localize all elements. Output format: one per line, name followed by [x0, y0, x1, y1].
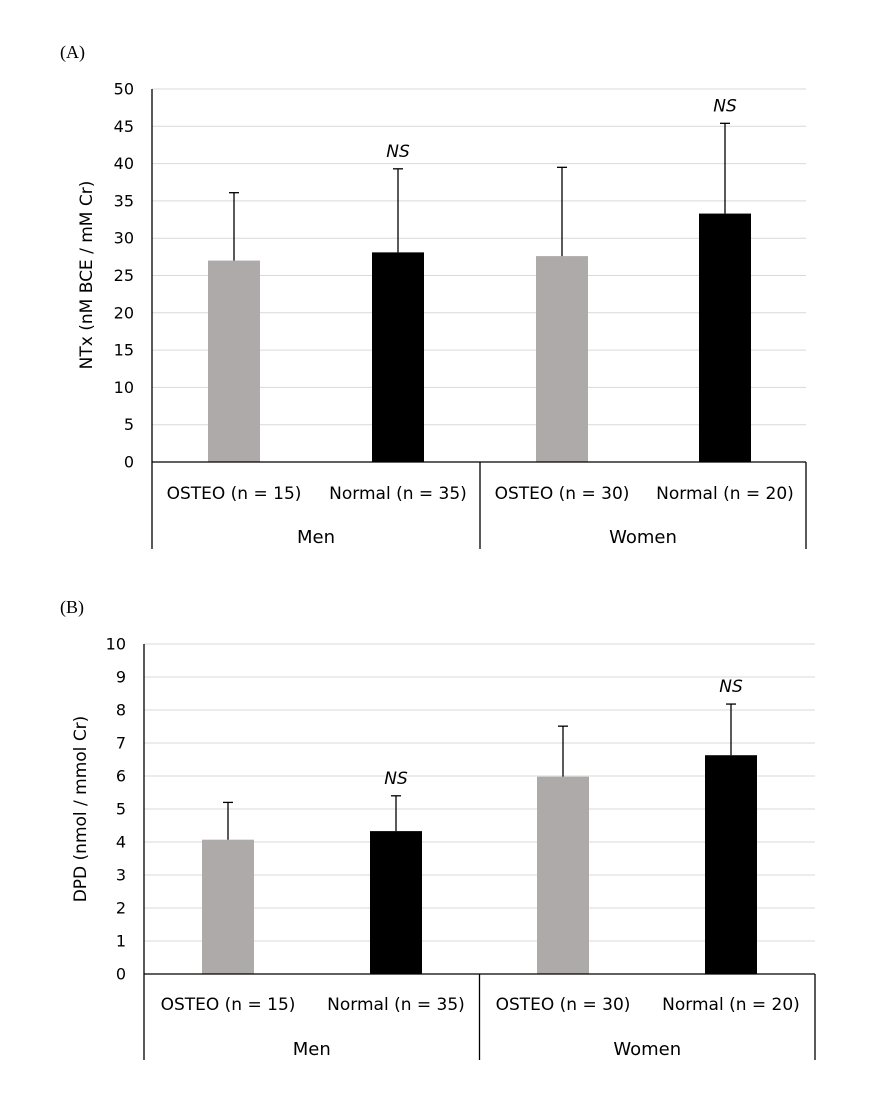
y-tick-label: 2 — [116, 899, 126, 918]
panel-label: (B) — [60, 597, 84, 618]
y-tick-label: 3 — [116, 866, 126, 885]
y-tick-label: 35 — [114, 191, 134, 210]
chart-panel-b: (B) 0 1 2 3 4 5 6 7 8 9 10 DPD (nmol / mmol Cr) OSTEO… — [60, 597, 816, 1060]
group-label: Men — [297, 527, 335, 548]
significance-label: NS — [719, 677, 743, 697]
x-category-label: OSTEO (n = 15) — [167, 484, 302, 504]
y-tick-label: 40 — [114, 154, 134, 173]
group-label: Women — [613, 1039, 681, 1060]
y-tick-label: 20 — [114, 303, 134, 322]
y-tick-label: 30 — [114, 229, 134, 248]
bar — [705, 755, 757, 974]
y-axis-label: NTx (nM BCE / mM Cr) — [77, 181, 97, 370]
bar — [372, 252, 424, 462]
significance-label: NS — [384, 769, 408, 789]
y-tick-label: 50 — [114, 80, 134, 99]
bar — [536, 256, 588, 462]
significance-label: NS — [386, 142, 410, 162]
bar — [699, 213, 751, 462]
group-label: Women — [609, 527, 677, 548]
x-category-label: OSTEO (n = 15) — [161, 995, 296, 1015]
x-category-label: Normal (n = 20) — [662, 995, 800, 1015]
y-tick-label: 1 — [116, 932, 126, 951]
y-tick-label: 0 — [124, 453, 134, 472]
y-tick-label: 5 — [116, 800, 126, 819]
y-axis-label: DPD (nmol / mmol Cr) — [71, 716, 91, 903]
bar — [202, 839, 254, 974]
y-tick-label: 5 — [124, 415, 134, 434]
bar — [208, 260, 260, 462]
y-tick-label: 10 — [106, 635, 126, 654]
bar — [370, 831, 422, 974]
chart-panel-a: (A) 0 5 10 15 20 25 30 35 40 45 50 NTx (nM BCE / mM … — [60, 42, 807, 549]
significance-label: NS — [713, 96, 737, 116]
y-tick-label: 45 — [114, 117, 134, 136]
y-tick-label: 9 — [116, 668, 126, 687]
y-tick-label: 6 — [116, 767, 126, 786]
x-category-label: Normal (n = 35) — [329, 484, 467, 504]
y-tick-label: 8 — [116, 701, 126, 720]
y-tick-label: 7 — [116, 734, 126, 753]
y-tick-label: 4 — [116, 833, 126, 852]
bar — [537, 776, 589, 974]
x-category-label: OSTEO (n = 30) — [495, 484, 630, 504]
x-category-label: OSTEO (n = 30) — [496, 995, 631, 1015]
x-category-label: Normal (n = 20) — [656, 484, 794, 504]
panel-label: (A) — [60, 42, 85, 63]
group-label: Men — [293, 1039, 331, 1060]
y-tick-label: 15 — [114, 341, 134, 360]
x-category-label: Normal (n = 35) — [327, 995, 465, 1015]
y-tick-label: 25 — [114, 266, 134, 285]
y-tick-label: 10 — [114, 378, 134, 397]
y-tick-label: 0 — [116, 965, 126, 984]
